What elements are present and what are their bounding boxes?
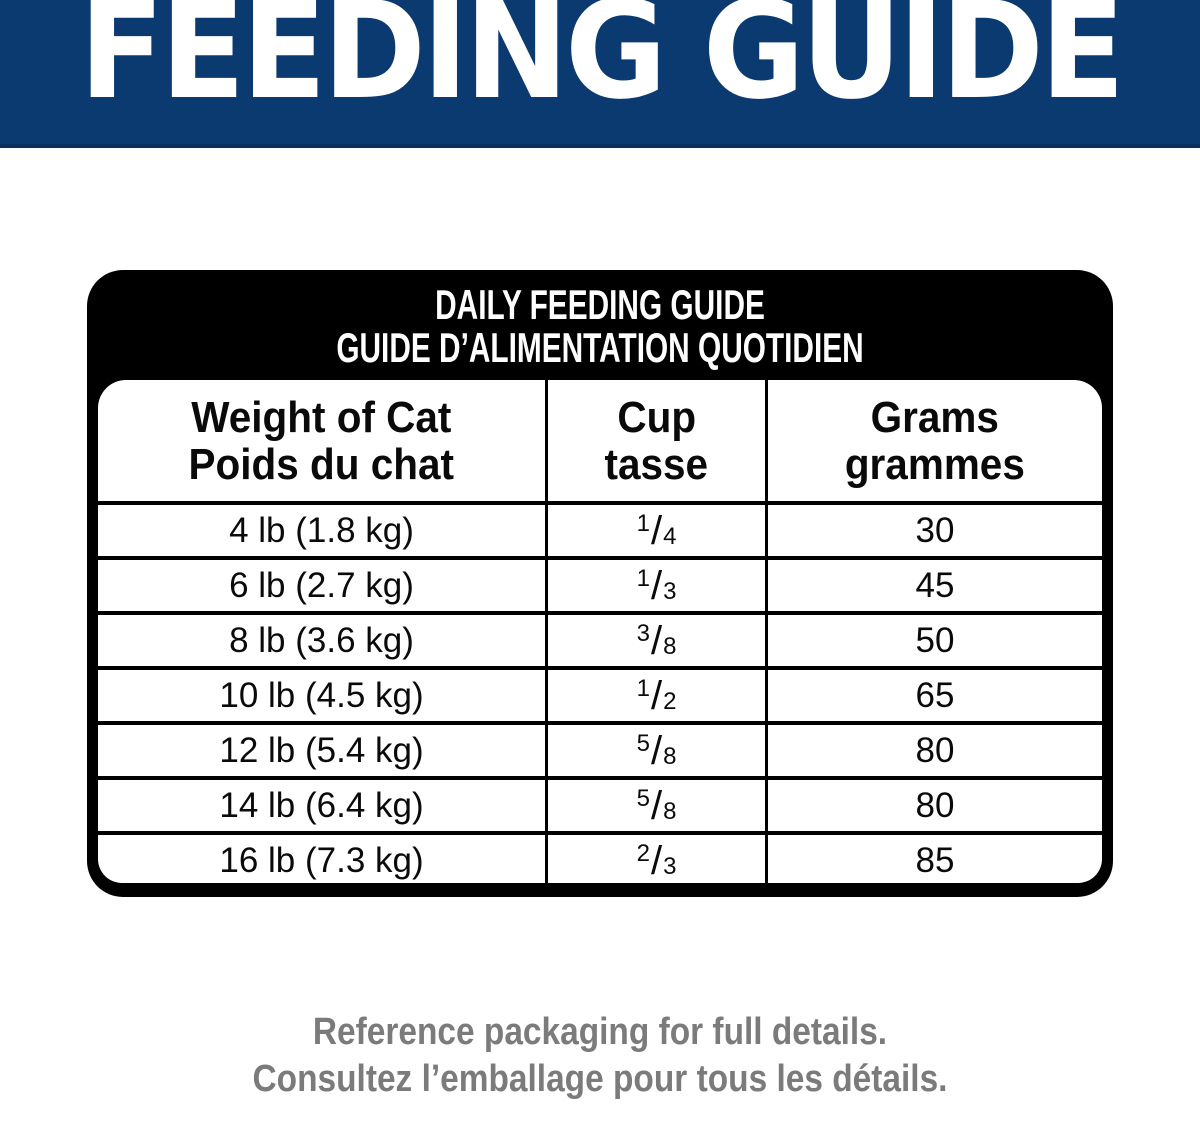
fraction-numerator: 5 (636, 785, 650, 812)
grams-value: 50 (765, 615, 1102, 666)
grams-value: 65 (765, 670, 1102, 721)
footer-note-english: Reference packaging for full details. (312, 1011, 888, 1053)
fraction-denominator: 8 (663, 798, 677, 825)
fraction-numerator: 1 (636, 675, 650, 702)
fraction-denominator: 4 (663, 523, 677, 550)
fraction-slash: / (650, 839, 663, 883)
fraction-slash: / (650, 509, 663, 553)
cup-value: 3/8 (545, 615, 765, 666)
header-grams-en: Grams (870, 392, 1000, 442)
fraction-denominator: 3 (663, 853, 677, 880)
cup-value: 1/2 (545, 670, 765, 721)
header-weight: Weight of Cat Poids du chat (98, 380, 545, 501)
fraction-slash: / (650, 784, 663, 828)
fraction-slash: / (650, 729, 663, 773)
grams-value: 85 (765, 835, 1102, 883)
header-cup-fr: tasse (604, 439, 709, 489)
table-row: 8 lb (3.6 kg) 3/8 50 (98, 611, 1102, 666)
fraction-denominator: 2 (663, 688, 677, 715)
header-cup: Cup tasse (545, 380, 765, 501)
table-row: 12 lb (5.4 kg) 5/8 80 (98, 721, 1102, 776)
fraction-slash: / (650, 619, 663, 663)
table-row: 16 lb (7.3 kg) 2/3 85 (98, 831, 1102, 883)
cup-value: 1/4 (545, 505, 765, 556)
fraction-slash: / (650, 674, 663, 718)
header-grams-fr: grammes (844, 439, 1026, 489)
card-title: DAILY FEEDING GUIDE GUIDE D’ALIMENTATION… (87, 283, 1113, 369)
grams-value: 30 (765, 505, 1102, 556)
weight-value: 14 lb (6.4 kg) (219, 785, 424, 825)
card-title-english: DAILY FEEDING GUIDE (435, 281, 765, 328)
fraction-denominator: 3 (663, 578, 677, 605)
cup-value: 2/3 (545, 835, 765, 883)
weight-value: 12 lb (5.4 kg) (219, 730, 424, 770)
weight-value: 4 lb (1.8 kg) (229, 510, 414, 550)
banner-title: FEEDING GUIDE (78, 0, 1125, 129)
fraction-numerator: 2 (636, 840, 650, 867)
feeding-table: Weight of Cat Poids du chat Cup tasse Gr… (98, 380, 1102, 883)
fraction-denominator: 8 (663, 633, 677, 660)
grams-value: 45 (765, 560, 1102, 611)
table-row: 6 lb (2.7 kg) 1/3 45 (98, 556, 1102, 611)
fraction-numerator: 5 (636, 730, 650, 757)
card-title-french: GUIDE D’ALIMENTATION QUOTIDIEN (336, 324, 864, 371)
footer-note-french: Consultez l’emballage pour tous les déta… (252, 1058, 948, 1100)
grams-value: 80 (765, 780, 1102, 831)
fraction-slash: / (650, 564, 663, 608)
cup-value: 5/8 (545, 780, 765, 831)
fraction-numerator: 1 (636, 565, 650, 592)
table-row: 4 lb (1.8 kg) 1/4 30 (98, 505, 1102, 556)
weight-value: 10 lb (4.5 kg) (219, 675, 424, 715)
banner: FEEDING GUIDE (0, 0, 1200, 148)
table-header-row: Weight of Cat Poids du chat Cup tasse Gr… (98, 380, 1102, 505)
fraction-numerator: 3 (636, 620, 650, 647)
weight-value: 6 lb (2.7 kg) (229, 565, 414, 605)
fraction-denominator: 8 (663, 743, 677, 770)
header-weight-fr: Poids du chat (188, 439, 455, 489)
table-row: 10 lb (4.5 kg) 1/2 65 (98, 666, 1102, 721)
weight-value: 8 lb (3.6 kg) (229, 620, 414, 660)
footer-note: Reference packaging for full details. Co… (0, 1009, 1200, 1103)
cup-value: 1/3 (545, 560, 765, 611)
header-grams: Grams grammes (765, 380, 1102, 501)
table-row: 14 lb (6.4 kg) 5/8 80 (98, 776, 1102, 831)
weight-value: 16 lb (7.3 kg) (219, 840, 424, 880)
fraction-numerator: 1 (636, 510, 650, 537)
grams-value: 80 (765, 725, 1102, 776)
cup-value: 5/8 (545, 725, 765, 776)
header-weight-en: Weight of Cat (191, 392, 452, 442)
daily-feeding-guide-card: DAILY FEEDING GUIDE GUIDE D’ALIMENTATION… (87, 270, 1113, 897)
header-cup-en: Cup (617, 392, 696, 442)
